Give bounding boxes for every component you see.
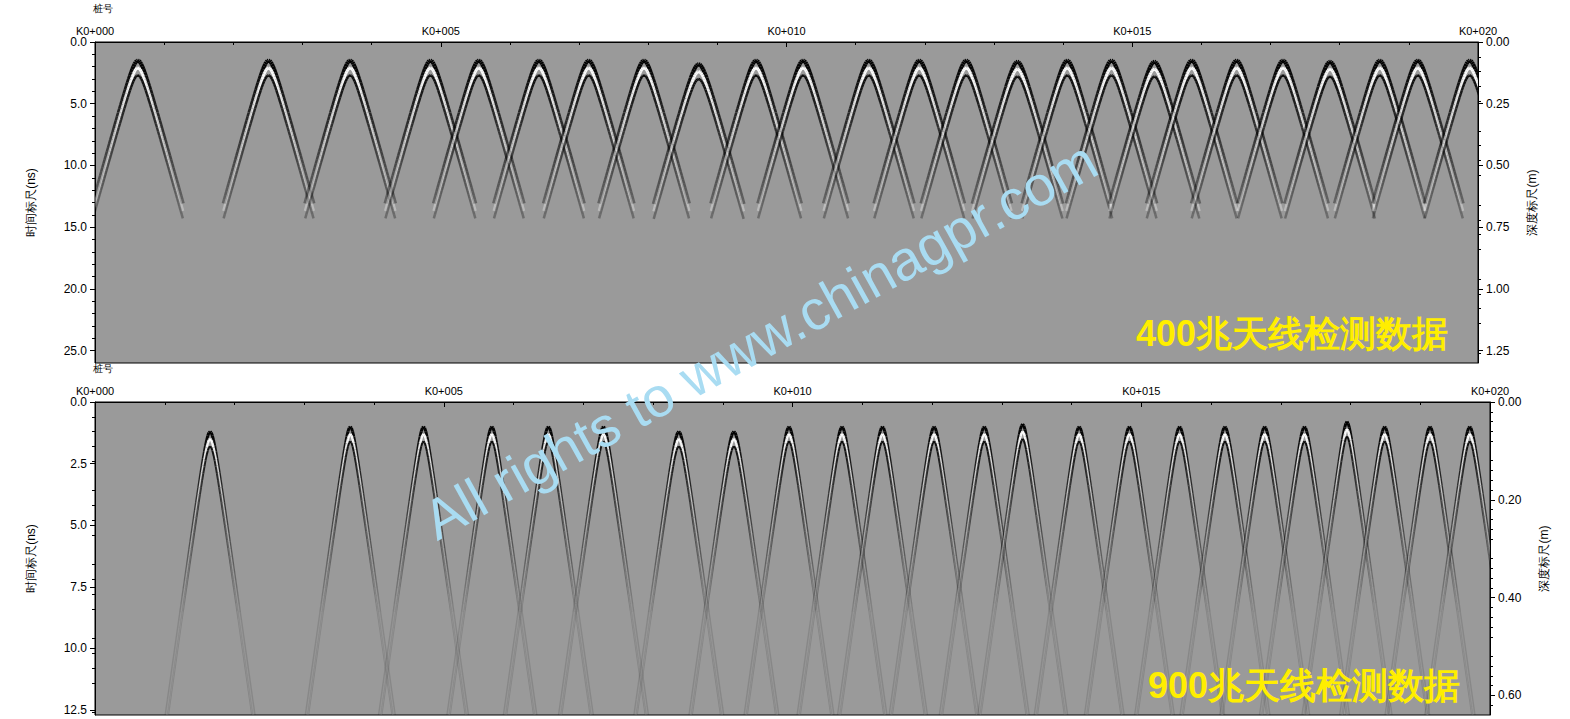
svg-text:K0+020: K0+020 bbox=[1471, 385, 1509, 397]
svg-text:K0+015: K0+015 bbox=[1113, 25, 1151, 37]
svg-text:10.0: 10.0 bbox=[64, 641, 88, 655]
svg-text:All rights to www.chinagpr.com: All rights to www.chinagpr.com bbox=[413, 128, 1108, 551]
svg-text:12.5: 12.5 bbox=[64, 703, 88, 717]
svg-text:桩号: 桩号 bbox=[92, 3, 113, 14]
svg-text:0.00: 0.00 bbox=[1498, 395, 1522, 409]
svg-text:K0+015: K0+015 bbox=[1122, 385, 1160, 397]
svg-text:15.0: 15.0 bbox=[64, 220, 88, 234]
svg-text:K0+005: K0+005 bbox=[422, 25, 460, 37]
svg-text:时间标尺(ns): 时间标尺(ns) bbox=[24, 524, 38, 593]
svg-text:1.00: 1.00 bbox=[1486, 282, 1510, 296]
svg-text:0.50: 0.50 bbox=[1486, 158, 1510, 172]
svg-text:7.5: 7.5 bbox=[70, 580, 87, 594]
svg-text:深度标尺(m): 深度标尺(m) bbox=[1537, 526, 1551, 592]
svg-text:25.0: 25.0 bbox=[64, 344, 88, 358]
svg-text:0.60: 0.60 bbox=[1498, 688, 1522, 702]
svg-text:20.0: 20.0 bbox=[64, 282, 88, 296]
svg-text:5.0: 5.0 bbox=[70, 518, 87, 532]
svg-text:400兆天线检测数据: 400兆天线检测数据 bbox=[1136, 313, 1448, 354]
svg-text:0.40: 0.40 bbox=[1498, 591, 1522, 605]
svg-text:深度标尺(m): 深度标尺(m) bbox=[1525, 170, 1539, 236]
svg-text:0.00: 0.00 bbox=[1486, 35, 1510, 49]
svg-text:K0+005: K0+005 bbox=[425, 385, 463, 397]
svg-text:0.25: 0.25 bbox=[1486, 97, 1510, 111]
svg-text:0.0: 0.0 bbox=[70, 35, 87, 49]
svg-text:900兆天线检测数据: 900兆天线检测数据 bbox=[1148, 665, 1460, 706]
svg-text:1.25: 1.25 bbox=[1486, 344, 1510, 358]
svg-text:10.0: 10.0 bbox=[64, 158, 88, 172]
svg-text:K0+010: K0+010 bbox=[773, 385, 811, 397]
svg-text:K0+000: K0+000 bbox=[76, 25, 114, 37]
svg-text:0.75: 0.75 bbox=[1486, 220, 1510, 234]
svg-text:0.0: 0.0 bbox=[70, 395, 87, 409]
svg-text:桩号: 桩号 bbox=[92, 363, 113, 374]
svg-text:K0+020: K0+020 bbox=[1459, 25, 1497, 37]
svg-text:时间标尺(ns): 时间标尺(ns) bbox=[24, 168, 38, 237]
svg-text:K0+010: K0+010 bbox=[767, 25, 805, 37]
svg-text:2.5: 2.5 bbox=[70, 457, 87, 471]
svg-text:5.0: 5.0 bbox=[70, 97, 87, 111]
svg-text:K0+000: K0+000 bbox=[76, 385, 114, 397]
svg-text:0.20: 0.20 bbox=[1498, 493, 1522, 507]
